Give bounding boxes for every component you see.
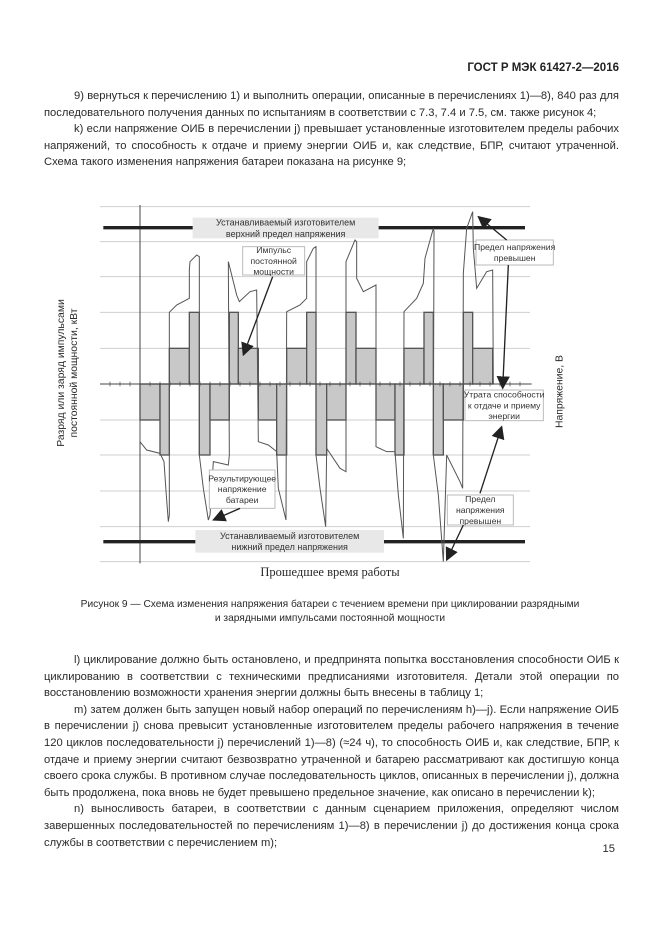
power-pulse bbox=[375, 383, 396, 421]
power-pulse bbox=[315, 383, 328, 456]
power-pulse bbox=[285, 347, 308, 385]
power-pulse bbox=[394, 383, 405, 456]
pulse-label-text: мощности bbox=[253, 267, 294, 277]
document-header: ГОСТ Р МЭК 61427-2—2016 bbox=[467, 62, 619, 74]
power-pulse bbox=[462, 311, 474, 385]
figure-9: Устанавливаемый изготовителем верхний пре… bbox=[100, 195, 580, 595]
x-axis-label: Прошедшее время работы bbox=[260, 565, 400, 579]
power-pulse bbox=[432, 383, 444, 456]
caption-line: и зарядными импульсами постоянной мощнос… bbox=[214, 613, 446, 624]
loss-label-text: энергии bbox=[488, 411, 520, 421]
annotation-arrow bbox=[445, 524, 464, 562]
power-pulse bbox=[237, 347, 259, 385]
caption-line: Рисунок 9 — Схема изменения напряжения б… bbox=[80, 599, 580, 610]
paragraph-9: 9) вернуться к перечислению 1) и выполни… bbox=[44, 90, 619, 119]
annotation-arrow bbox=[241, 276, 274, 357]
power-pulse bbox=[306, 311, 317, 385]
power-pulse bbox=[423, 311, 434, 385]
figure-caption: Рисунок 9 — Схема изменения напряжения б… bbox=[60, 598, 600, 626]
annotation-arrow bbox=[479, 425, 505, 494]
limit-exceeded-top-label-text: Предел напряжения bbox=[474, 242, 556, 252]
annotation-arrow bbox=[477, 215, 508, 241]
upper-limit-label-text: Устанавливаемый изготовителем bbox=[216, 218, 355, 228]
loss-label-text: Утрата способности bbox=[464, 390, 545, 400]
annotation-arrow bbox=[496, 264, 510, 390]
pulse-label-box bbox=[242, 246, 306, 276]
paragraph-n: n) выносливость батареи, в соответствии … bbox=[44, 803, 619, 849]
lower-limit-label-text: Устанавливаемый изготовителем bbox=[220, 531, 359, 541]
power-pulse bbox=[345, 311, 357, 385]
power-pulse bbox=[355, 347, 377, 385]
limit-exceeded-bottom-label-box bbox=[446, 494, 514, 526]
power-pulse bbox=[159, 383, 170, 456]
result-voltage-label-text: батареи bbox=[226, 495, 259, 505]
y-left-label: Разряд или заряд импульсами постоянной м… bbox=[55, 293, 81, 453]
upper-limit-label-box bbox=[192, 217, 379, 239]
pulse-label-text: постоянной bbox=[250, 256, 297, 266]
limit-exceeded-bottom-label-text: Предел bbox=[465, 494, 495, 504]
power-pulse bbox=[403, 347, 425, 385]
limit-exceeded-bottom-label-text: напряжения bbox=[456, 505, 505, 515]
y-left-label-line: постоянной мощности, кВт bbox=[69, 308, 80, 438]
battery-voltage-curve bbox=[139, 211, 494, 562]
loss-label-box bbox=[464, 389, 544, 422]
result-voltage-label-text: напряжение bbox=[218, 484, 267, 494]
result-voltage-label-box bbox=[208, 469, 276, 509]
limit-exceeded-bottom-label-text: превышен bbox=[459, 516, 501, 526]
power-pulse bbox=[168, 347, 190, 385]
y-left-label-line: Разряд или заряд импульсами bbox=[56, 299, 67, 447]
paragraph-k: k) если напряжение ОИБ в перечислении j)… bbox=[44, 123, 619, 169]
upper-limit-label-text: верхний предел напряжения bbox=[226, 229, 346, 239]
paragraph-l: l) циклирование должно быть остановлено,… bbox=[44, 654, 619, 700]
result-voltage-label-text: Результирующее bbox=[208, 473, 276, 483]
top-text: 9) вернуться к перечислению 1) и выполни… bbox=[44, 88, 619, 171]
limit-exceeded-top-label-box bbox=[475, 239, 554, 266]
power-pulse bbox=[139, 383, 161, 421]
power-pulse bbox=[442, 383, 464, 421]
power-pulse bbox=[209, 383, 230, 421]
loss-label-text: к отдаче и приему bbox=[468, 400, 541, 410]
power-pulse bbox=[188, 311, 200, 385]
lower-limit-label-text: нижний предел напряжения bbox=[231, 542, 348, 552]
limit-exceeded-top-label-text: превышен bbox=[494, 253, 536, 263]
annotation-arrow bbox=[212, 507, 241, 522]
power-pulse bbox=[228, 311, 239, 385]
power-pulse bbox=[326, 383, 347, 421]
paragraph-m: m) затем должен быть запущен новый набор… bbox=[44, 703, 619, 799]
power-pulse bbox=[471, 347, 494, 385]
pulse-label-text: Импульс bbox=[256, 245, 292, 255]
y-right-label: Напряжение, В bbox=[554, 355, 566, 428]
power-pulse bbox=[275, 383, 288, 456]
power-pulse bbox=[198, 383, 211, 456]
lower-limit-label-box bbox=[195, 530, 384, 553]
page-number: 15 bbox=[602, 843, 615, 855]
bottom-text: l) циклирование должно быть остановлено,… bbox=[44, 652, 619, 851]
power-pulse bbox=[257, 383, 278, 421]
